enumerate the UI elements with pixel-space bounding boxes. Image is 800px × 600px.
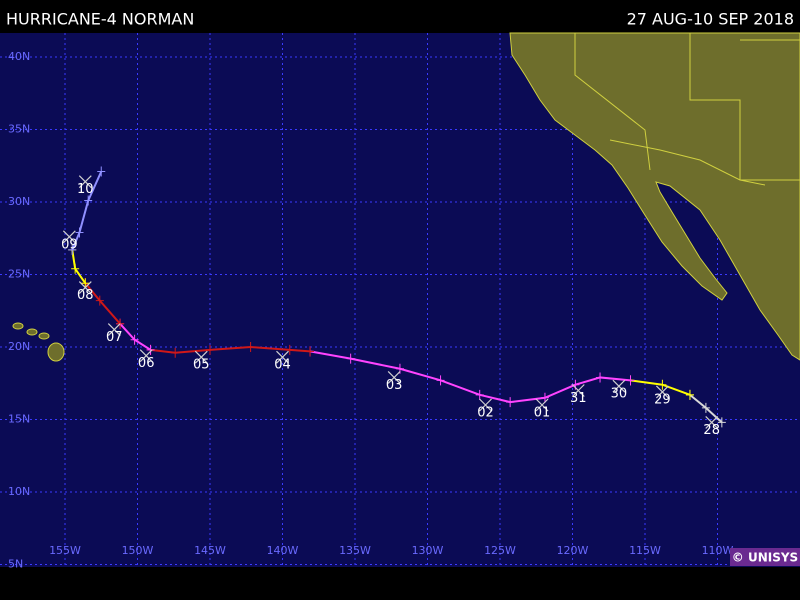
- lat-label: 10N: [8, 485, 30, 498]
- day-label: 31: [570, 391, 587, 406]
- day-label: 29: [654, 392, 671, 407]
- day-marker: [535, 398, 549, 412]
- track-tick: [71, 263, 80, 274]
- lon-label: 150W: [122, 544, 154, 557]
- track-tick: [306, 346, 315, 357]
- track-tick: [475, 389, 484, 400]
- track-tick: [84, 195, 93, 206]
- credit: © UNISYS: [732, 551, 798, 565]
- day-label: 01: [534, 406, 551, 421]
- lon-label: 130W: [412, 544, 444, 557]
- island: [47, 342, 65, 362]
- lon-label: 155W: [49, 544, 81, 557]
- day-marker: [107, 323, 121, 337]
- credit-badge: [730, 548, 800, 566]
- track-tick: [685, 389, 694, 400]
- day-labels: 28 29 30 31 01 02 03 04 05 06 07 08 09 10: [61, 175, 720, 438]
- day-marker: [571, 384, 585, 397]
- grid: 155W 150W 145W 140W 135W 130W 125W 120W 115W 110W…: [0, 33, 800, 571]
- day-marker: [276, 350, 289, 364]
- track-tick: [75, 227, 84, 238]
- track-tick: [285, 344, 294, 355]
- track-tick: [626, 375, 635, 386]
- lon-label: 110W: [702, 544, 734, 557]
- day-marker: [78, 175, 92, 189]
- track-tick: [701, 402, 710, 413]
- track-tick: [206, 344, 214, 355]
- track-tick: [146, 344, 155, 355]
- island: [38, 332, 50, 340]
- island: [12, 322, 24, 330]
- day-label: 10: [77, 182, 94, 197]
- state-border: [574, 33, 651, 171]
- track-tick: [506, 397, 515, 408]
- lat-label: 20N: [8, 340, 30, 353]
- lon-label: 140W: [267, 544, 299, 557]
- track-tick: [346, 353, 355, 364]
- day-label: 08: [77, 288, 94, 303]
- track-tick: [717, 417, 726, 428]
- track-tick: [68, 244, 77, 255]
- day-marker: [62, 230, 76, 244]
- day-marker: [194, 350, 208, 364]
- state-border: [689, 33, 800, 181]
- track-tick: [540, 392, 549, 403]
- track-tick: [81, 278, 90, 289]
- day-label: 03: [386, 378, 403, 393]
- track-tick: [436, 375, 445, 386]
- day-marker: [479, 398, 492, 412]
- day-label: 05: [193, 358, 210, 373]
- day-marker: [705, 415, 719, 429]
- track-segment: [71, 171, 103, 251]
- day-marker: [612, 379, 626, 393]
- track-tick: [130, 334, 139, 345]
- track-segment: [309, 350, 631, 404]
- island: [26, 328, 38, 336]
- lat-label: 25N: [8, 268, 30, 281]
- lat-label: 35N: [8, 123, 30, 136]
- track-tick: [246, 342, 255, 352]
- day-marker: [78, 281, 92, 294]
- track-tick: [95, 295, 104, 306]
- lat-label: 5N: [8, 558, 23, 571]
- lat-label: 15N: [8, 413, 30, 426]
- day-label: 30: [611, 387, 628, 402]
- lon-label: 115W: [629, 544, 661, 557]
- track-tick: [658, 379, 667, 390]
- day-marker: [387, 371, 401, 384]
- track-tick: [97, 166, 106, 177]
- lat-label: 40N: [8, 50, 30, 63]
- track-tick: [171, 347, 180, 358]
- title: HURRICANE-4 NORMAN: [6, 10, 194, 29]
- day-label: 06: [138, 356, 155, 371]
- track-tick: [596, 372, 605, 383]
- lat-label: 30N: [8, 195, 30, 208]
- day-label: 07: [106, 330, 123, 345]
- date-range: 27 AUG-10 SEP 2018: [627, 10, 794, 29]
- day-label: 04: [274, 358, 291, 373]
- hawaii: [12, 322, 65, 362]
- lon-label: 135W: [339, 544, 371, 557]
- land-north-america: [509, 32, 800, 361]
- lon-label: 120W: [557, 544, 589, 557]
- day-marker: [655, 385, 669, 399]
- day-marker: [139, 349, 153, 363]
- day-label: 28: [703, 423, 720, 438]
- lon-label: 125W: [484, 544, 516, 557]
- national-border: [609, 139, 766, 186]
- day-label: 02: [477, 406, 494, 421]
- lon-label: 145W: [194, 544, 226, 557]
- day-label: 09: [61, 237, 78, 252]
